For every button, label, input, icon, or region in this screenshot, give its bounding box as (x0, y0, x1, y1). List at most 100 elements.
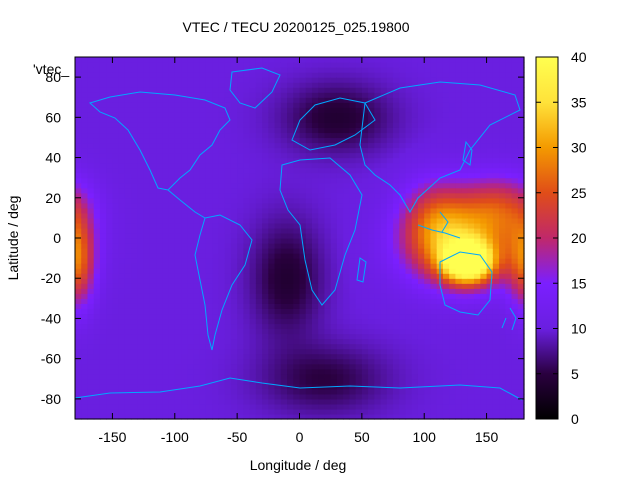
heatmap-cell (368, 368, 375, 375)
heatmap-cell (293, 293, 301, 299)
heatmap-cell (230, 142, 238, 149)
heatmap-cell (386, 232, 394, 239)
heatmap-cell (474, 177, 481, 184)
heatmap-cell (492, 313, 500, 320)
heatmap-cell (156, 343, 163, 350)
heatmap-cell (268, 187, 276, 194)
heatmap-cell (81, 112, 89, 118)
heatmap-cell (449, 318, 457, 325)
heatmap-cell (499, 92, 506, 98)
heatmap-cell (212, 137, 220, 144)
heatmap-cell (243, 263, 251, 269)
heatmap-cell (137, 323, 145, 330)
heatmap-cell (417, 197, 425, 204)
heatmap-cell (411, 92, 419, 98)
heatmap-cell (330, 77, 338, 83)
heatmap-cell (299, 263, 307, 269)
heatmap-cell (218, 167, 226, 174)
heatmap-cell (474, 167, 481, 174)
heatmap-cell (374, 202, 382, 209)
heatmap-cell (374, 142, 382, 149)
heatmap-cell (124, 232, 132, 239)
heatmap-cell (112, 413, 120, 420)
heatmap-cell (449, 358, 457, 365)
heatmap-cell (299, 132, 307, 139)
heatmap-cell (237, 403, 244, 410)
heatmap-cell (149, 298, 157, 304)
heatmap-cell (386, 293, 394, 299)
heatmap-cell (386, 212, 394, 219)
heatmap-cell (293, 67, 301, 73)
heatmap-cell (380, 167, 388, 174)
heatmap-cell (368, 192, 375, 199)
heatmap-cell (187, 358, 195, 365)
heatmap-cell (187, 388, 195, 395)
heatmap-cell (505, 273, 513, 279)
heatmap-cell (449, 187, 457, 194)
heatmap-cell (393, 77, 400, 83)
heatmap-cell (368, 343, 375, 350)
heatmap-cell (243, 358, 251, 365)
heatmap-cell (336, 338, 344, 345)
heatmap-cell (249, 172, 257, 179)
heatmap-cell (368, 268, 375, 274)
heatmap-cell (486, 137, 494, 144)
heatmap-cell (187, 288, 195, 294)
heatmap-cell (417, 107, 425, 113)
heatmap-cell (361, 167, 369, 174)
heatmap-cell (499, 192, 506, 199)
heatmap-cell (405, 378, 413, 385)
heatmap-cell (168, 323, 176, 330)
heatmap-cell (118, 388, 126, 395)
heatmap-cell (99, 263, 107, 269)
heatmap-cell (249, 288, 257, 294)
heatmap-cell (455, 197, 463, 204)
heatmap-cell (118, 57, 126, 63)
heatmap-cell (199, 353, 207, 360)
heatmap-cell (455, 393, 463, 400)
heatmap-cell (336, 207, 344, 214)
heatmap-cell (168, 358, 176, 365)
heatmap-cell (374, 243, 382, 249)
heatmap-cell (442, 227, 450, 234)
heatmap-cell (274, 122, 282, 128)
heatmap-cell (205, 92, 213, 98)
heatmap-cell (230, 393, 238, 400)
heatmap-cell (199, 132, 207, 139)
heatmap-cell (442, 117, 450, 123)
heatmap-cell (405, 192, 413, 199)
heatmap-cell (361, 197, 369, 204)
heatmap-cell (368, 398, 375, 405)
heatmap-cell (93, 243, 101, 249)
heatmap-cell (480, 303, 488, 309)
heatmap-cell (305, 62, 313, 68)
heatmap-cell (168, 152, 176, 159)
heatmap-cell (424, 217, 432, 224)
heatmap-cell (131, 157, 138, 164)
heatmap-cell (93, 388, 101, 395)
heatmap-cell (299, 217, 307, 224)
heatmap-cell (461, 202, 469, 209)
heatmap-cell (262, 222, 269, 229)
heatmap-cell (299, 248, 307, 254)
heatmap-cell (230, 403, 238, 410)
heatmap-cell (436, 408, 444, 415)
heatmap-cell (486, 107, 494, 113)
heatmap-cell (405, 398, 413, 405)
heatmap-cell (106, 122, 114, 128)
heatmap-cell (486, 72, 494, 78)
heatmap-cell (355, 102, 363, 108)
heatmap-cell (174, 192, 182, 199)
heatmap-cell (449, 398, 457, 405)
heatmap-cell (230, 172, 238, 179)
heatmap-cell (262, 77, 269, 83)
heatmap-cell (424, 182, 432, 189)
heatmap-cell (143, 122, 151, 128)
heatmap-cell (131, 298, 138, 304)
heatmap-cell (330, 82, 338, 88)
heatmap-cell (274, 373, 282, 380)
heatmap-cell (311, 348, 319, 355)
heatmap-cell (112, 298, 120, 304)
heatmap-cell (162, 328, 170, 335)
heatmap-cell (237, 358, 244, 365)
